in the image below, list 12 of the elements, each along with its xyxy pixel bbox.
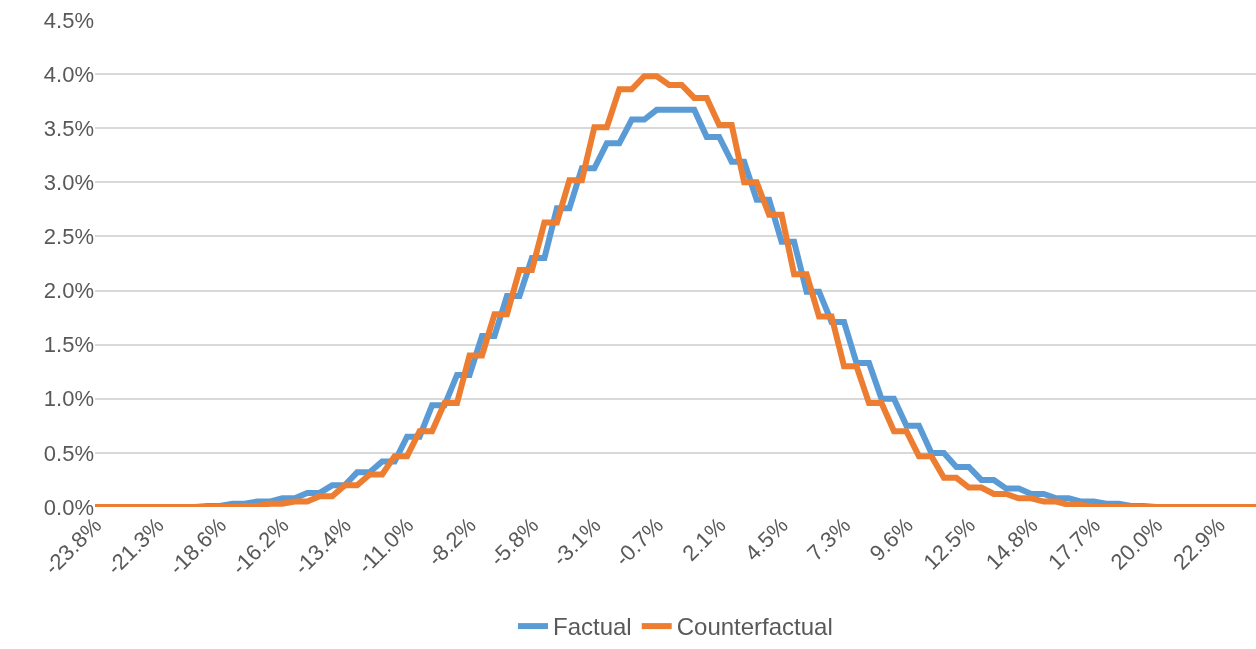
y-tick-label: 1.5% <box>43 332 94 358</box>
y-tick-label: 2.5% <box>43 224 94 250</box>
y-tick-label: 1.0% <box>43 386 94 412</box>
y-tick-label: 0.5% <box>43 440 94 466</box>
legend-label: Factual <box>553 613 632 641</box>
legend-label: Counterfactual <box>676 613 833 641</box>
y-tick-label: 2.0% <box>43 278 94 304</box>
y-tick-label: 4.5% <box>43 7 94 33</box>
y-tick-label: 3.5% <box>43 115 94 141</box>
y-tick-label: 0.0% <box>43 494 94 520</box>
y-tick-label: 3.0% <box>43 170 94 196</box>
y-tick-label: 4.0% <box>43 61 94 87</box>
